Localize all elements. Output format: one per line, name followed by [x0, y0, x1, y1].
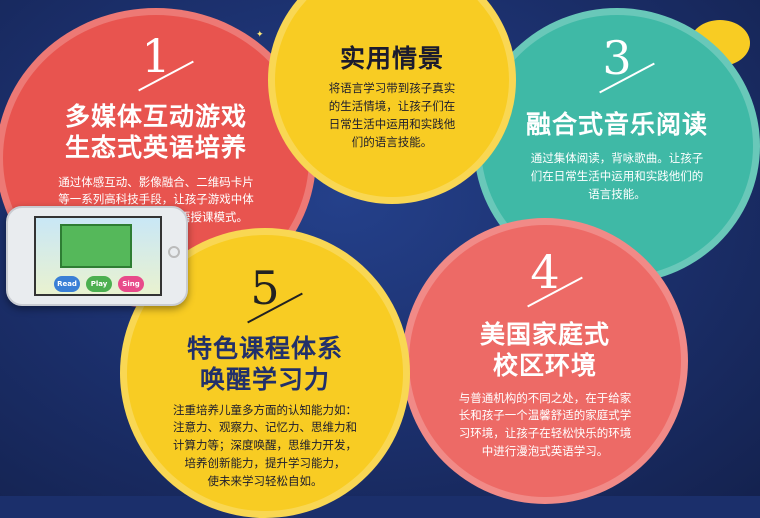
feature-desc-line: 的生活情境，让孩子们在 [328, 99, 456, 114]
feature-desc-line: 通过体感互动、影像融合、二维码卡片 [58, 174, 254, 189]
phone-illustration: Read Play Sing [6, 206, 188, 306]
feature-title: 多媒体互动游戏 [64, 102, 247, 131]
feature-circle-4: 4 美国家庭式 校区环境 与普通机构的不同之处，在于给家 长和孩子一个温馨舒适的… [402, 218, 688, 504]
feature-number: 4 [527, 249, 584, 308]
feature-circle-2: 实用情景 将语言学习带到孩子真实 的生活情境，让孩子们在 日常生活中运用和实践他… [268, 0, 516, 204]
feature-number-text: 3 [602, 31, 632, 85]
phone-button-play: Play [86, 276, 112, 292]
sparkle-icon: ✦ [256, 30, 264, 40]
feature-desc-line: 日常生活中运用和实践他 [328, 116, 456, 131]
feature-desc-line: 们在日常生活中运用和实践他们的 [530, 169, 704, 184]
phone-button-sing: Sing [118, 276, 144, 292]
feature-title: 实用情景 [339, 44, 444, 73]
feature-title: 美国家庭式 [479, 320, 610, 349]
phone-button-read: Read [54, 276, 80, 292]
phone-home-button [168, 246, 180, 258]
feature-desc-line: 通过集体阅读，背咏歌曲。让孩子 [530, 151, 704, 166]
feature-desc-line: 习环境，让孩子在轻松快乐的环境 [458, 426, 632, 441]
feature-desc-line: 使未来学习轻松自如。 [207, 473, 323, 488]
feature-number: 1 [138, 33, 195, 92]
feature-desc-line: 将语言学习带到孩子真实 [328, 81, 456, 96]
feature-title: 特色课程体系 [186, 334, 343, 363]
feature-title: 生态式英语培养 [64, 133, 247, 163]
feature-desc-line: 注意力、观察力、记忆力、思维力和 [173, 420, 357, 435]
feature-number-text: 1 [141, 29, 171, 83]
feature-desc-line: 与普通机构的不同之处，在于给家 [458, 390, 632, 405]
book-cover-image [60, 224, 132, 268]
feature-desc-line: 注重培养儿童多方面的认知能力如： [173, 402, 357, 417]
feature-desc-line: 中进行漫泡式英语学习。 [481, 443, 609, 458]
feature-title: 唤醒学习力 [199, 365, 330, 395]
feature-desc-line: 们的语言技能。 [351, 134, 433, 149]
feature-desc-line: 培养创新能力，提升学习能力， [184, 455, 346, 470]
phone-screen: Read Play Sing [34, 216, 162, 296]
feature-number-text: 5 [250, 261, 280, 315]
feature-desc-line: 语言技能。 [588, 186, 646, 201]
feature-title: 校区环境 [492, 351, 597, 381]
feature-desc-line: 等一系列高科技手段，让孩子游戏中体 [58, 192, 254, 207]
feature-number: 5 [247, 265, 304, 324]
feature-number: 3 [599, 35, 656, 94]
feature-desc-line: 计算力等；深度唤醒，思维力开发， [173, 438, 357, 453]
feature-number-text: 4 [530, 245, 560, 299]
feature-title: 融合式音乐阅读 [525, 110, 708, 139]
feature-desc-line: 长和孩子一个温馨舒适的家庭式学 [458, 408, 632, 423]
